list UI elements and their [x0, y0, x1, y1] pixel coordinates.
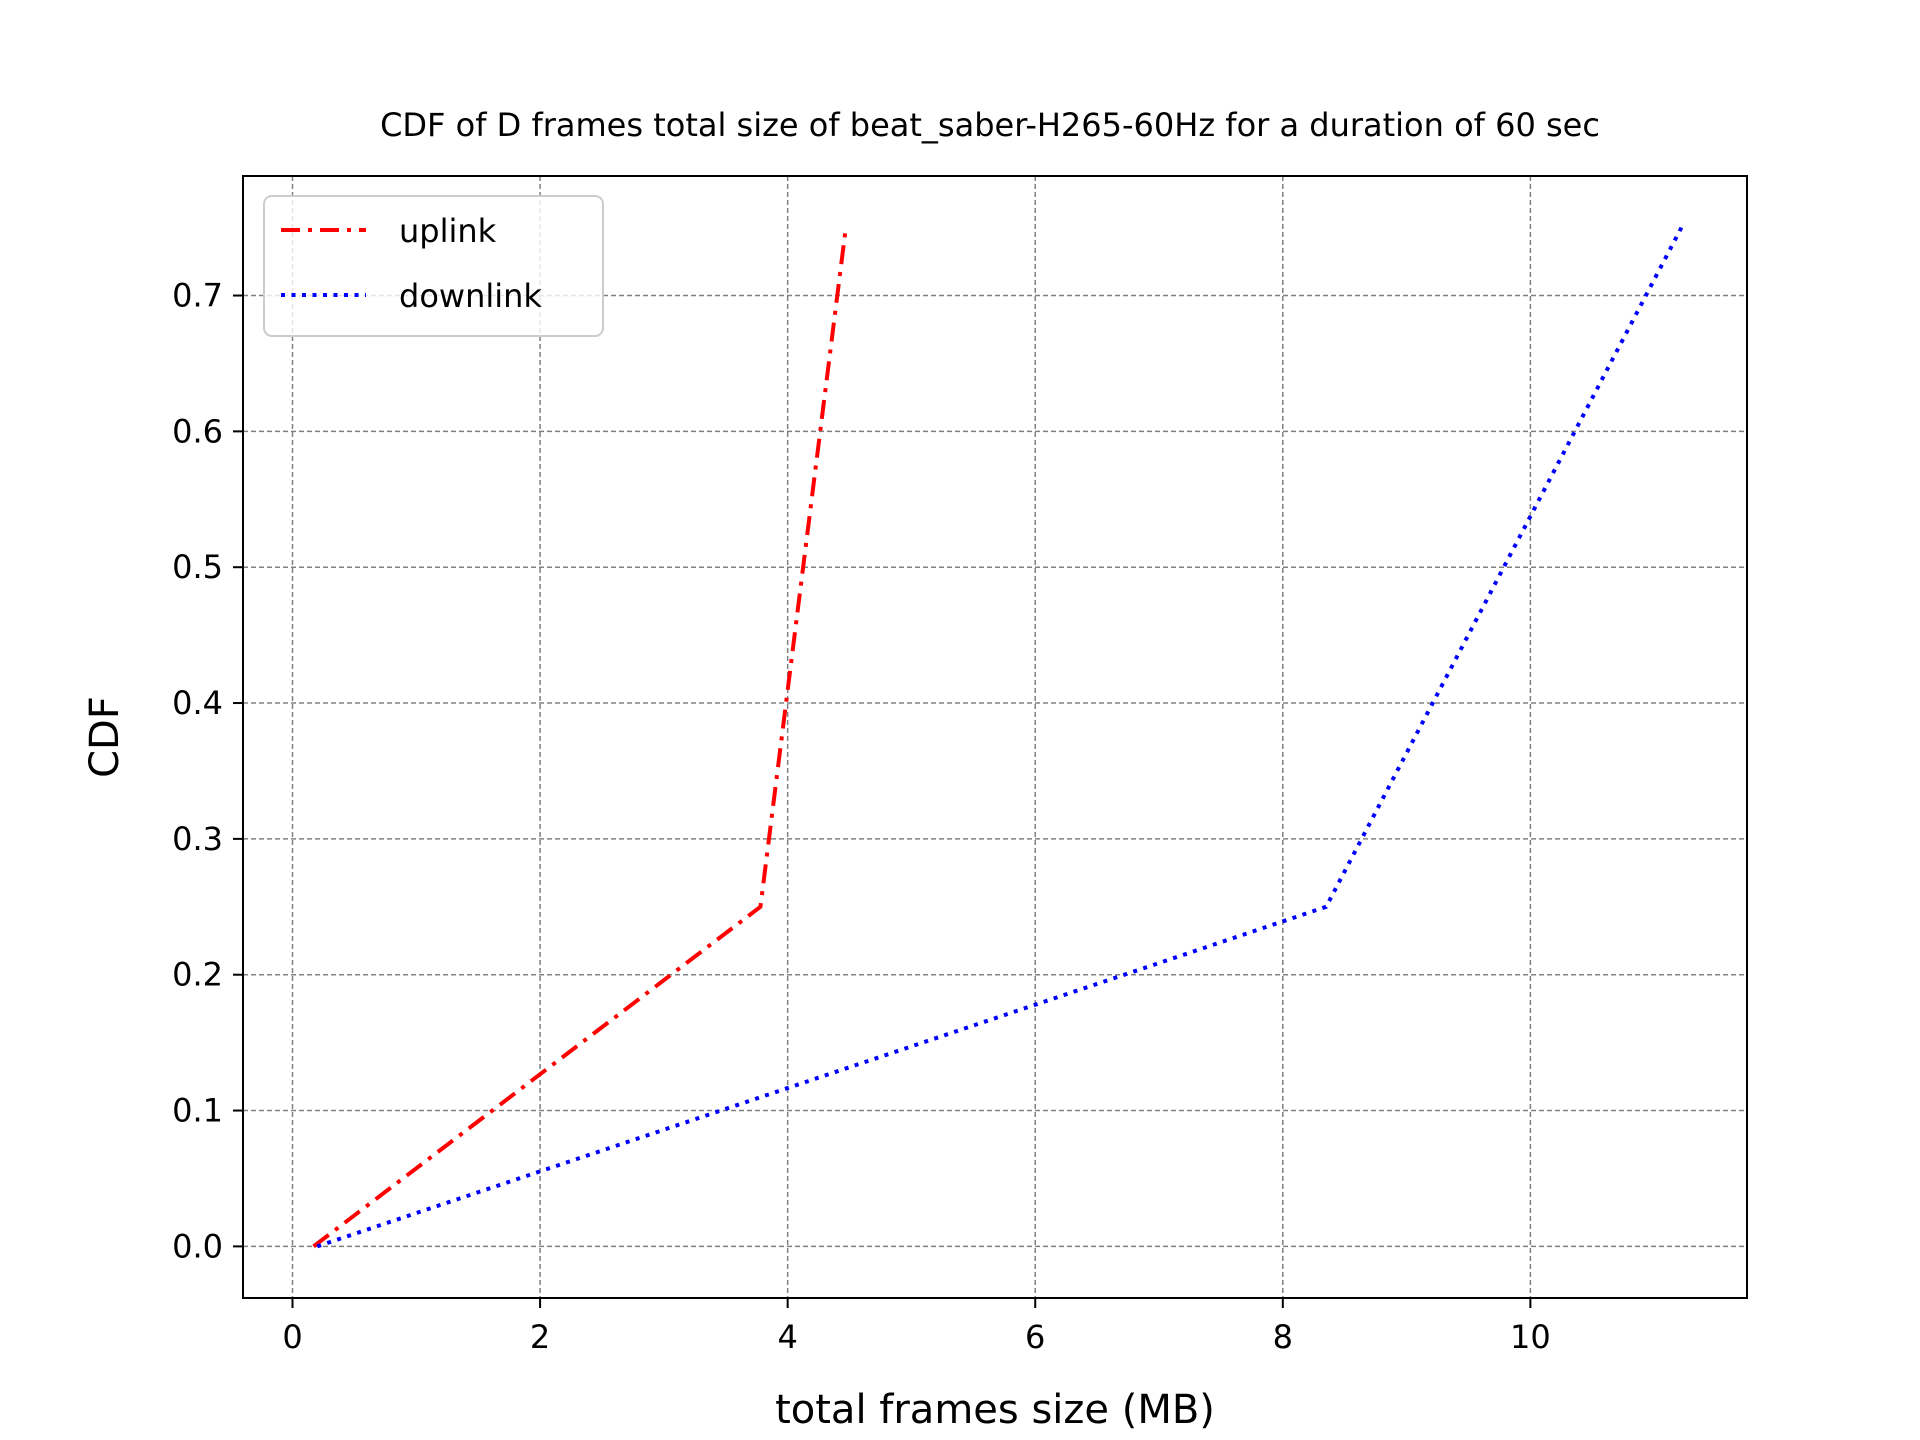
x-tick-label: 8 — [1273, 1318, 1293, 1356]
axis-ticks: 0 2 4 6 8 10 0.0 0.1 0.2 0.3 0.4 0.5 0.6 0.7 — [172, 277, 1551, 1356]
y-tick-label: 0.3 — [172, 820, 223, 858]
chart-title: CDF of D frames total size of beat_saber… — [380, 106, 1600, 144]
x-tick-label: 4 — [777, 1318, 797, 1356]
y-tick-label: 0.7 — [172, 277, 223, 315]
legend-label-uplink: uplink — [399, 212, 497, 250]
y-tick-label: 0.0 — [172, 1227, 223, 1265]
legend-label-downlink: downlink — [399, 277, 542, 315]
plot-frame — [242, 175, 1748, 1299]
x-tick-label: 6 — [1025, 1318, 1045, 1356]
x-tick-label: 10 — [1510, 1318, 1551, 1356]
y-tick-label: 0.5 — [172, 548, 223, 586]
x-tick-label: 2 — [530, 1318, 550, 1356]
y-tick-label: 0.6 — [172, 412, 223, 450]
grid — [243, 176, 1747, 1298]
legend: uplink downlink — [263, 195, 604, 337]
y-tick-label: 0.2 — [172, 956, 223, 994]
series-line-downlink — [316, 226, 1684, 1249]
y-axis-label: CDF — [82, 696, 128, 778]
series-line-uplink — [312, 227, 848, 1248]
series-lines — [312, 226, 1684, 1249]
x-tick-label: 0 — [282, 1318, 302, 1356]
y-tick-label: 0.1 — [172, 1092, 223, 1130]
y-tick-label: 0.4 — [172, 684, 223, 722]
x-axis-label: total frames size (MB) — [775, 1387, 1215, 1433]
